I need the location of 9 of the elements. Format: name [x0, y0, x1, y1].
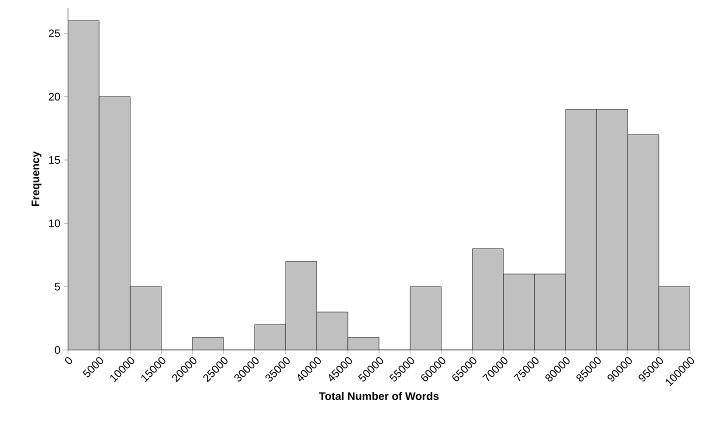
y-tick-label: 20	[48, 92, 60, 101]
y-tick-label: 0	[54, 346, 60, 354]
y-tick-label: 15	[49, 156, 60, 164]
y-tick-label: 10	[49, 219, 60, 228]
y-tick-label: 5	[54, 282, 60, 290]
x-axis-title: Total Number of Words	[319, 392, 439, 400]
y-tick-label: 25	[48, 29, 60, 38]
x-tick-label: 0	[65, 357, 72, 364]
y-axis-title: Frequency	[32, 151, 42, 206]
